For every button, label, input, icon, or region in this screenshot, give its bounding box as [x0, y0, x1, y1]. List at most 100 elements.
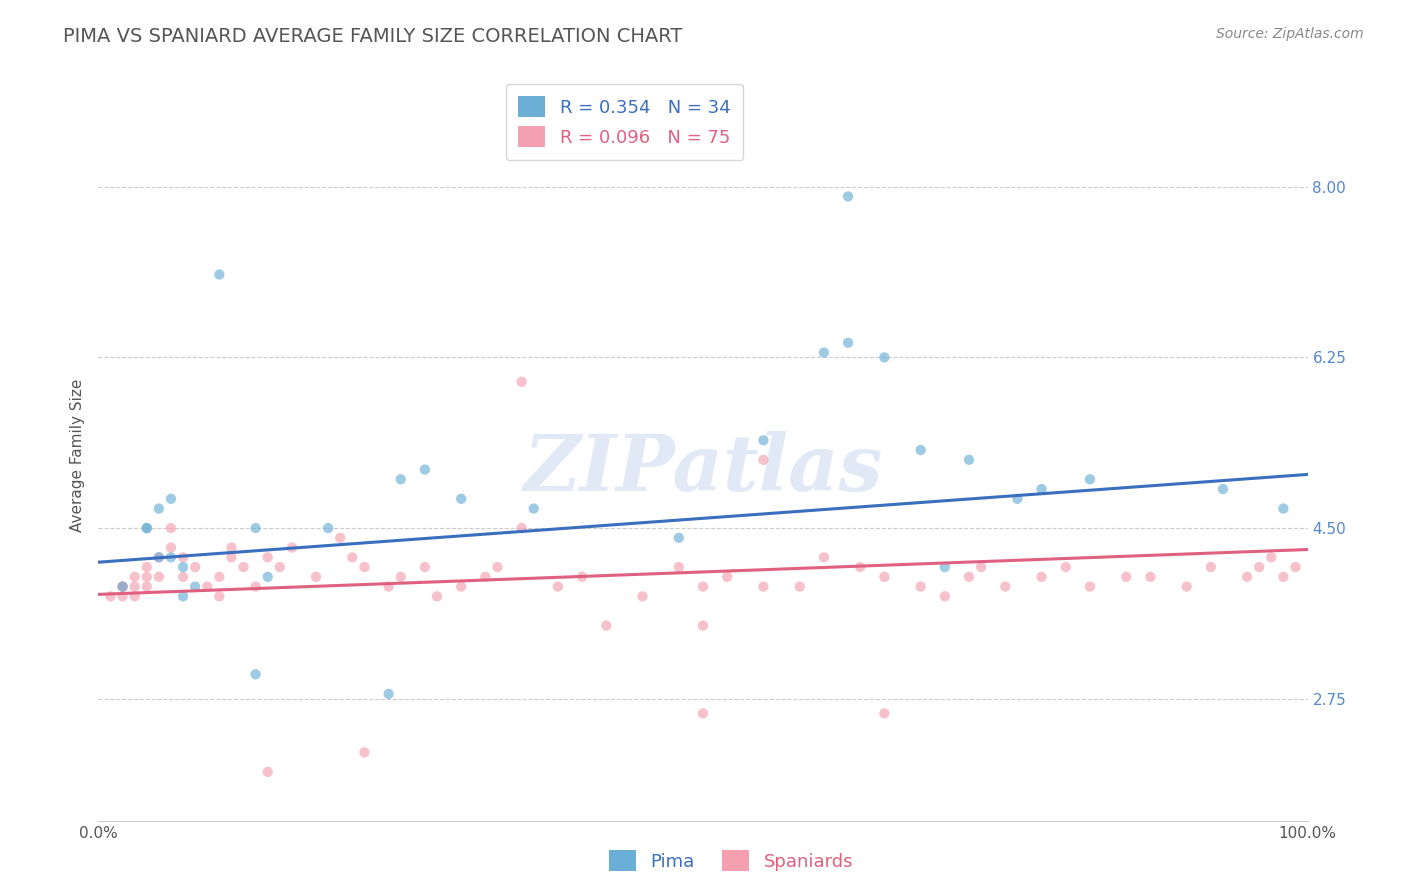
- Point: [342, 550, 364, 565]
- Point: [111, 580, 134, 594]
- Point: [135, 570, 157, 584]
- Point: [281, 541, 304, 555]
- Point: [148, 570, 170, 584]
- Point: [1139, 570, 1161, 584]
- Point: [135, 580, 157, 594]
- Point: [316, 521, 339, 535]
- Point: [160, 521, 183, 535]
- Point: [1272, 570, 1295, 584]
- Point: [269, 560, 291, 574]
- Point: [135, 560, 157, 574]
- Point: [910, 580, 932, 594]
- Point: [957, 570, 980, 584]
- Point: [413, 462, 436, 476]
- Point: [837, 335, 859, 350]
- Point: [172, 550, 194, 565]
- Point: [305, 570, 328, 584]
- Point: [692, 706, 714, 721]
- Point: [450, 491, 472, 506]
- Point: [389, 472, 412, 486]
- Point: [329, 531, 352, 545]
- Point: [934, 590, 956, 604]
- Point: [837, 189, 859, 203]
- Point: [994, 580, 1017, 594]
- Point: [160, 550, 183, 565]
- Text: ZIPatlas: ZIPatlas: [523, 432, 883, 508]
- Point: [111, 590, 134, 604]
- Point: [716, 570, 738, 584]
- Point: [135, 521, 157, 535]
- Point: [377, 580, 399, 594]
- Point: [208, 590, 231, 604]
- Point: [1284, 560, 1306, 574]
- Point: [172, 570, 194, 584]
- Point: [208, 268, 231, 282]
- Point: [1078, 472, 1101, 486]
- Point: [148, 550, 170, 565]
- Point: [849, 560, 872, 574]
- Point: [1199, 560, 1222, 574]
- Point: [148, 501, 170, 516]
- Point: [256, 764, 278, 779]
- Point: [148, 550, 170, 565]
- Point: [547, 580, 569, 594]
- Point: [752, 434, 775, 448]
- Point: [523, 501, 546, 516]
- Point: [873, 706, 896, 721]
- Point: [1031, 570, 1053, 584]
- Point: [668, 531, 690, 545]
- Point: [692, 618, 714, 632]
- Point: [752, 580, 775, 594]
- Point: [692, 580, 714, 594]
- Point: [172, 560, 194, 574]
- Point: [957, 452, 980, 467]
- Point: [160, 541, 183, 555]
- Point: [1272, 501, 1295, 516]
- Point: [426, 590, 449, 604]
- Point: [245, 521, 267, 535]
- Point: [789, 580, 811, 594]
- Point: [160, 491, 183, 506]
- Point: [245, 667, 267, 681]
- Point: [752, 452, 775, 467]
- Point: [353, 745, 375, 759]
- Point: [873, 570, 896, 584]
- Point: [970, 560, 993, 574]
- Legend: Pima, Spaniards: Pima, Spaniards: [602, 843, 860, 879]
- Point: [111, 580, 134, 594]
- Point: [413, 560, 436, 574]
- Point: [100, 590, 122, 604]
- Point: [486, 560, 509, 574]
- Point: [124, 580, 146, 594]
- Point: [668, 560, 690, 574]
- Point: [450, 580, 472, 594]
- Point: [221, 550, 243, 565]
- Point: [184, 560, 207, 574]
- Point: [1007, 491, 1029, 506]
- Point: [208, 570, 231, 584]
- Point: [353, 560, 375, 574]
- Point: [631, 590, 654, 604]
- Point: [595, 618, 617, 632]
- Point: [245, 580, 267, 594]
- Point: [571, 570, 593, 584]
- Point: [256, 550, 278, 565]
- Y-axis label: Average Family Size: Average Family Size: [69, 378, 84, 532]
- Point: [1249, 560, 1271, 574]
- Point: [1212, 482, 1234, 496]
- Point: [510, 521, 533, 535]
- Point: [474, 570, 496, 584]
- Point: [934, 560, 956, 574]
- Point: [256, 570, 278, 584]
- Point: [1031, 482, 1053, 496]
- Point: [1054, 560, 1077, 574]
- Point: [1115, 570, 1137, 584]
- Point: [910, 443, 932, 458]
- Point: [172, 590, 194, 604]
- Point: [377, 687, 399, 701]
- Point: [124, 570, 146, 584]
- Point: [221, 541, 243, 555]
- Point: [873, 351, 896, 365]
- Point: [1078, 580, 1101, 594]
- Point: [111, 580, 134, 594]
